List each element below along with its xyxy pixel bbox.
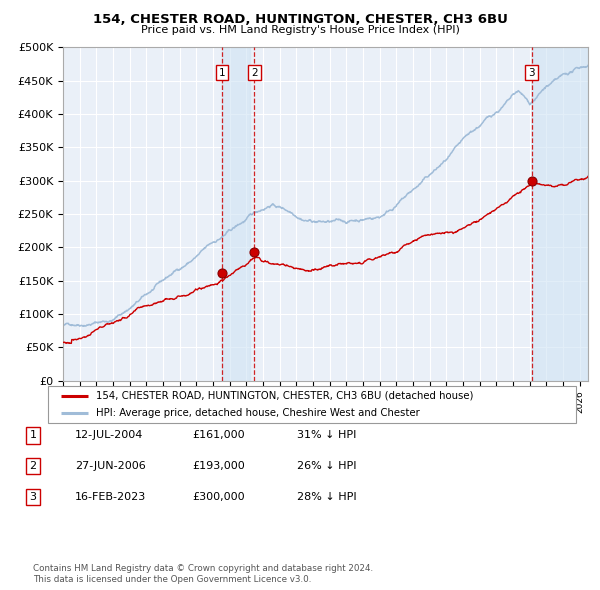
Text: 154, CHESTER ROAD, HUNTINGTON, CHESTER, CH3 6BU: 154, CHESTER ROAD, HUNTINGTON, CHESTER, … (92, 13, 508, 26)
Text: 27-JUN-2006: 27-JUN-2006 (75, 461, 146, 471)
Text: 154, CHESTER ROAD, HUNTINGTON, CHESTER, CH3 6BU (detached house): 154, CHESTER ROAD, HUNTINGTON, CHESTER, … (95, 391, 473, 401)
Text: 2: 2 (29, 461, 37, 471)
Bar (222, 47, 250, 381)
Text: 2: 2 (251, 67, 258, 77)
Text: 3: 3 (29, 492, 37, 502)
Text: £161,000: £161,000 (192, 431, 245, 440)
Text: 1: 1 (29, 431, 37, 440)
Text: Price paid vs. HM Land Registry's House Price Index (HPI): Price paid vs. HM Land Registry's House … (140, 25, 460, 35)
Text: 26% ↓ HPI: 26% ↓ HPI (297, 461, 356, 471)
Bar (532, 47, 588, 381)
Text: 3: 3 (529, 67, 535, 77)
Text: 31% ↓ HPI: 31% ↓ HPI (297, 431, 356, 440)
Text: 16-FEB-2023: 16-FEB-2023 (75, 492, 146, 502)
Text: HPI: Average price, detached house, Cheshire West and Chester: HPI: Average price, detached house, Ches… (95, 408, 419, 418)
FancyBboxPatch shape (48, 386, 576, 423)
Text: This data is licensed under the Open Government Licence v3.0.: This data is licensed under the Open Gov… (33, 575, 311, 584)
Text: Contains HM Land Registry data © Crown copyright and database right 2024.: Contains HM Land Registry data © Crown c… (33, 565, 373, 573)
Text: £300,000: £300,000 (192, 492, 245, 502)
Text: 28% ↓ HPI: 28% ↓ HPI (297, 492, 356, 502)
Text: 1: 1 (218, 67, 225, 77)
Text: £193,000: £193,000 (192, 461, 245, 471)
Text: 12-JUL-2004: 12-JUL-2004 (75, 431, 143, 440)
